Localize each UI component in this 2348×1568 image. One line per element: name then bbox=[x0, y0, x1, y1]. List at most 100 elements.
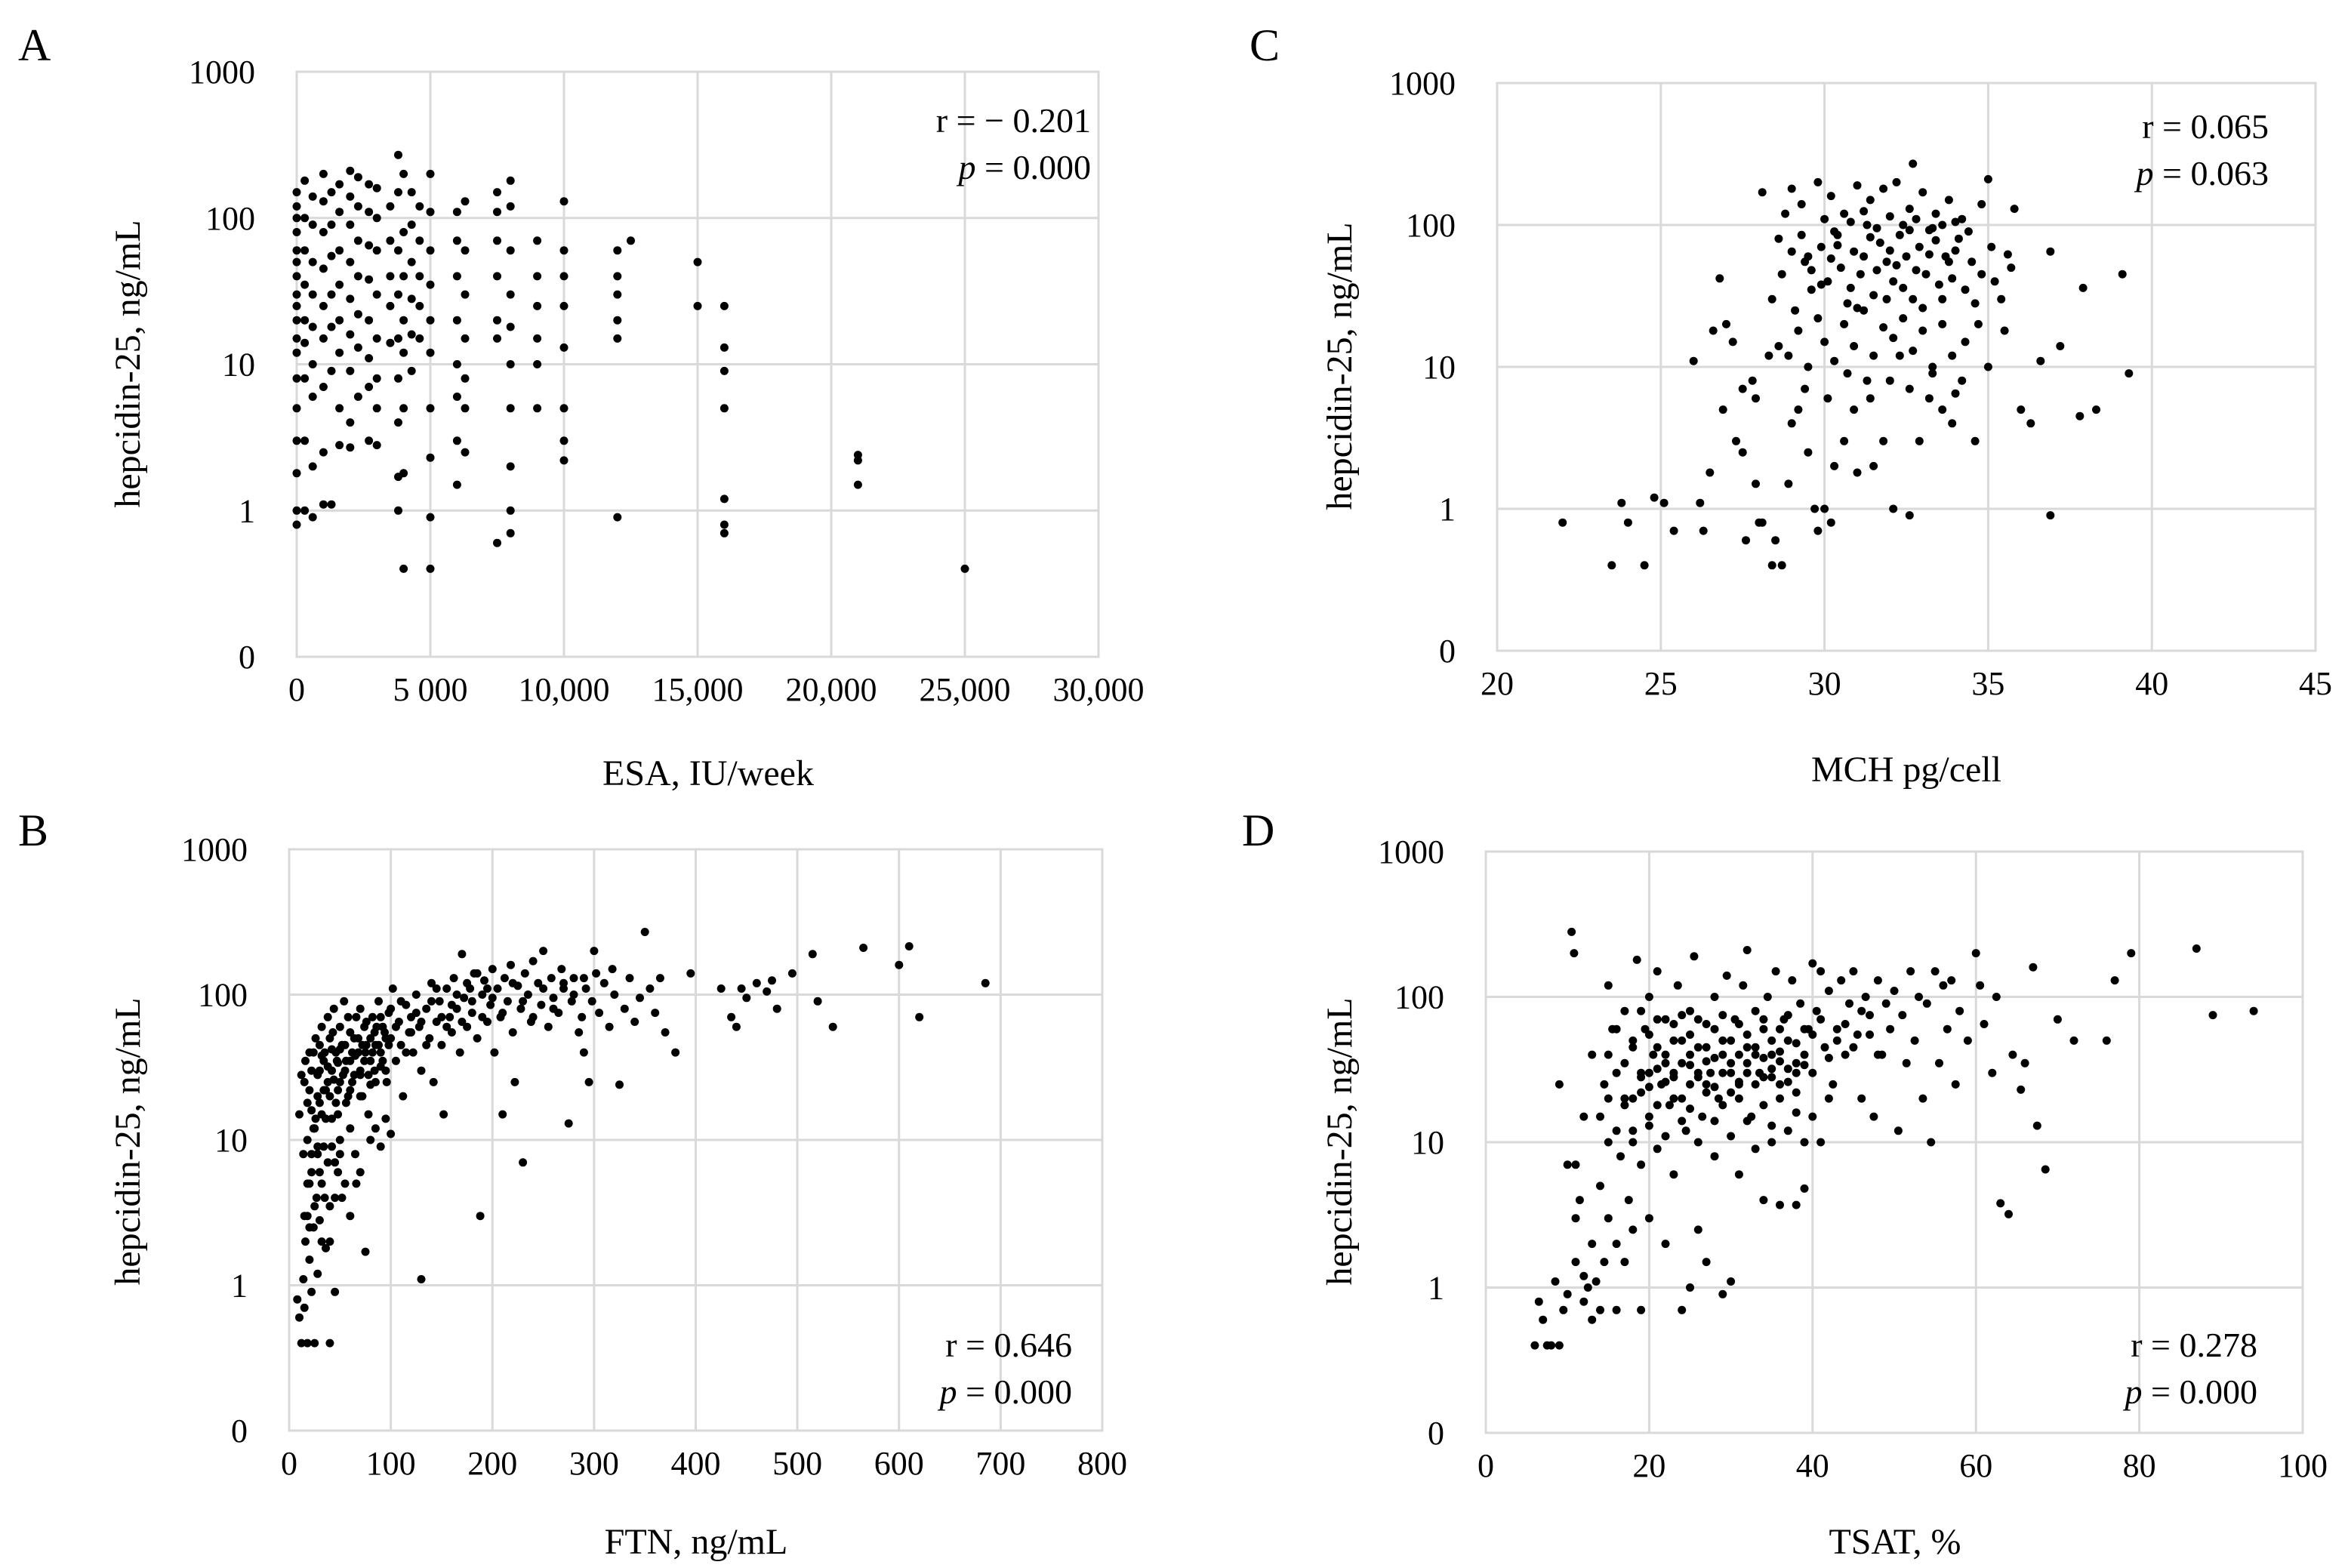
data-point bbox=[575, 1028, 584, 1037]
panel-letter: B bbox=[18, 806, 48, 855]
data-point bbox=[630, 1018, 639, 1026]
data-point bbox=[1792, 1039, 1801, 1048]
data-point bbox=[1714, 1094, 1723, 1103]
y-tick-label: 100 bbox=[1406, 207, 1456, 244]
data-point bbox=[292, 188, 301, 197]
data-point bbox=[1624, 1196, 1633, 1205]
data-point bbox=[426, 316, 435, 325]
x-axis-title: ESA, IU/week bbox=[602, 753, 814, 793]
x-tick-label: 300 bbox=[569, 1445, 619, 1482]
data-point bbox=[1604, 1138, 1613, 1147]
x-tick-label: 600 bbox=[874, 1445, 924, 1482]
data-point bbox=[2056, 342, 2065, 350]
data-point bbox=[376, 1142, 385, 1151]
data-point bbox=[305, 1086, 314, 1095]
data-point bbox=[1879, 184, 1888, 193]
data-point bbox=[391, 1022, 400, 1031]
data-point bbox=[1947, 976, 1956, 985]
data-point bbox=[1853, 468, 1862, 477]
correlation-r: r = 0.278 bbox=[2131, 1326, 2257, 1364]
data-point bbox=[452, 236, 461, 245]
data-point bbox=[1930, 967, 1940, 976]
data-point bbox=[386, 202, 395, 211]
scatter-points bbox=[1558, 159, 2134, 570]
data-point bbox=[719, 528, 729, 538]
data-point bbox=[308, 393, 317, 401]
data-point bbox=[1853, 181, 1862, 190]
data-point bbox=[1934, 280, 1943, 289]
x-tick-label: 45 bbox=[2299, 665, 2332, 702]
data-point bbox=[1743, 1068, 1752, 1077]
y-tick-label: 10 bbox=[1411, 1124, 1444, 1161]
data-point bbox=[292, 374, 301, 383]
data-point bbox=[348, 1077, 356, 1086]
data-point bbox=[1759, 1073, 1768, 1082]
data-point bbox=[1629, 1043, 1638, 1052]
data-point bbox=[493, 984, 502, 993]
data-point bbox=[1879, 436, 1888, 445]
data-point bbox=[461, 334, 470, 343]
data-point bbox=[1592, 1277, 1601, 1286]
data-point bbox=[2092, 405, 2100, 414]
data-point bbox=[1604, 981, 1613, 990]
data-point bbox=[437, 1012, 446, 1021]
data-point bbox=[1759, 1015, 1768, 1024]
data-point bbox=[415, 334, 424, 343]
data-point bbox=[319, 197, 328, 206]
data-point bbox=[1824, 1053, 1833, 1062]
y-tick-label: 100 bbox=[198, 977, 248, 1014]
data-point bbox=[1653, 1144, 1662, 1154]
data-point bbox=[1734, 1050, 1743, 1059]
data-point bbox=[533, 334, 542, 343]
data-point bbox=[335, 208, 344, 217]
data-point bbox=[1893, 1126, 1903, 1135]
data-point bbox=[1808, 1068, 1817, 1077]
data-point bbox=[319, 301, 328, 310]
data-point bbox=[1751, 1080, 1760, 1089]
data-point bbox=[1748, 376, 1757, 385]
data-point bbox=[1990, 277, 1999, 286]
data-point bbox=[1629, 1094, 1638, 1103]
data-point bbox=[1629, 1036, 1638, 1045]
data-point bbox=[651, 1009, 660, 1018]
data-point bbox=[1928, 369, 1937, 378]
data-point bbox=[519, 1158, 528, 1167]
data-point bbox=[353, 310, 362, 319]
data-point bbox=[346, 257, 355, 266]
data-point bbox=[329, 1004, 338, 1013]
data-point bbox=[1702, 1258, 1711, 1267]
data-point bbox=[301, 1056, 310, 1065]
data-point bbox=[1571, 1160, 1580, 1169]
data-point bbox=[613, 334, 622, 343]
x-tick-label: 80 bbox=[2123, 1447, 2156, 1484]
data-point bbox=[387, 1129, 396, 1138]
y-tick-label: 100 bbox=[1394, 979, 1444, 1016]
data-point bbox=[2127, 949, 2136, 958]
data-point bbox=[608, 965, 617, 974]
data-point bbox=[569, 990, 578, 999]
data-point bbox=[308, 192, 317, 201]
data-point bbox=[1823, 394, 1832, 403]
data-point bbox=[1869, 291, 1878, 300]
data-point bbox=[300, 280, 310, 289]
data-point bbox=[319, 500, 328, 509]
data-point bbox=[323, 1158, 332, 1167]
data-point bbox=[533, 404, 542, 413]
data-point bbox=[1678, 1094, 1687, 1103]
data-point bbox=[476, 1212, 485, 1221]
data-point bbox=[1777, 270, 1786, 279]
data-point bbox=[353, 202, 362, 211]
data-point bbox=[399, 169, 408, 178]
data-point bbox=[719, 404, 729, 413]
data-point bbox=[519, 997, 528, 1006]
data-point bbox=[1738, 384, 1747, 393]
data-point bbox=[292, 469, 301, 478]
data-point bbox=[1678, 1305, 1687, 1314]
data-point bbox=[408, 1048, 418, 1057]
correlation-r: r = 0.065 bbox=[2142, 107, 2269, 146]
data-point bbox=[300, 506, 310, 515]
data-point bbox=[300, 1212, 309, 1221]
data-point bbox=[394, 374, 402, 383]
data-point bbox=[1980, 1020, 1989, 1028]
